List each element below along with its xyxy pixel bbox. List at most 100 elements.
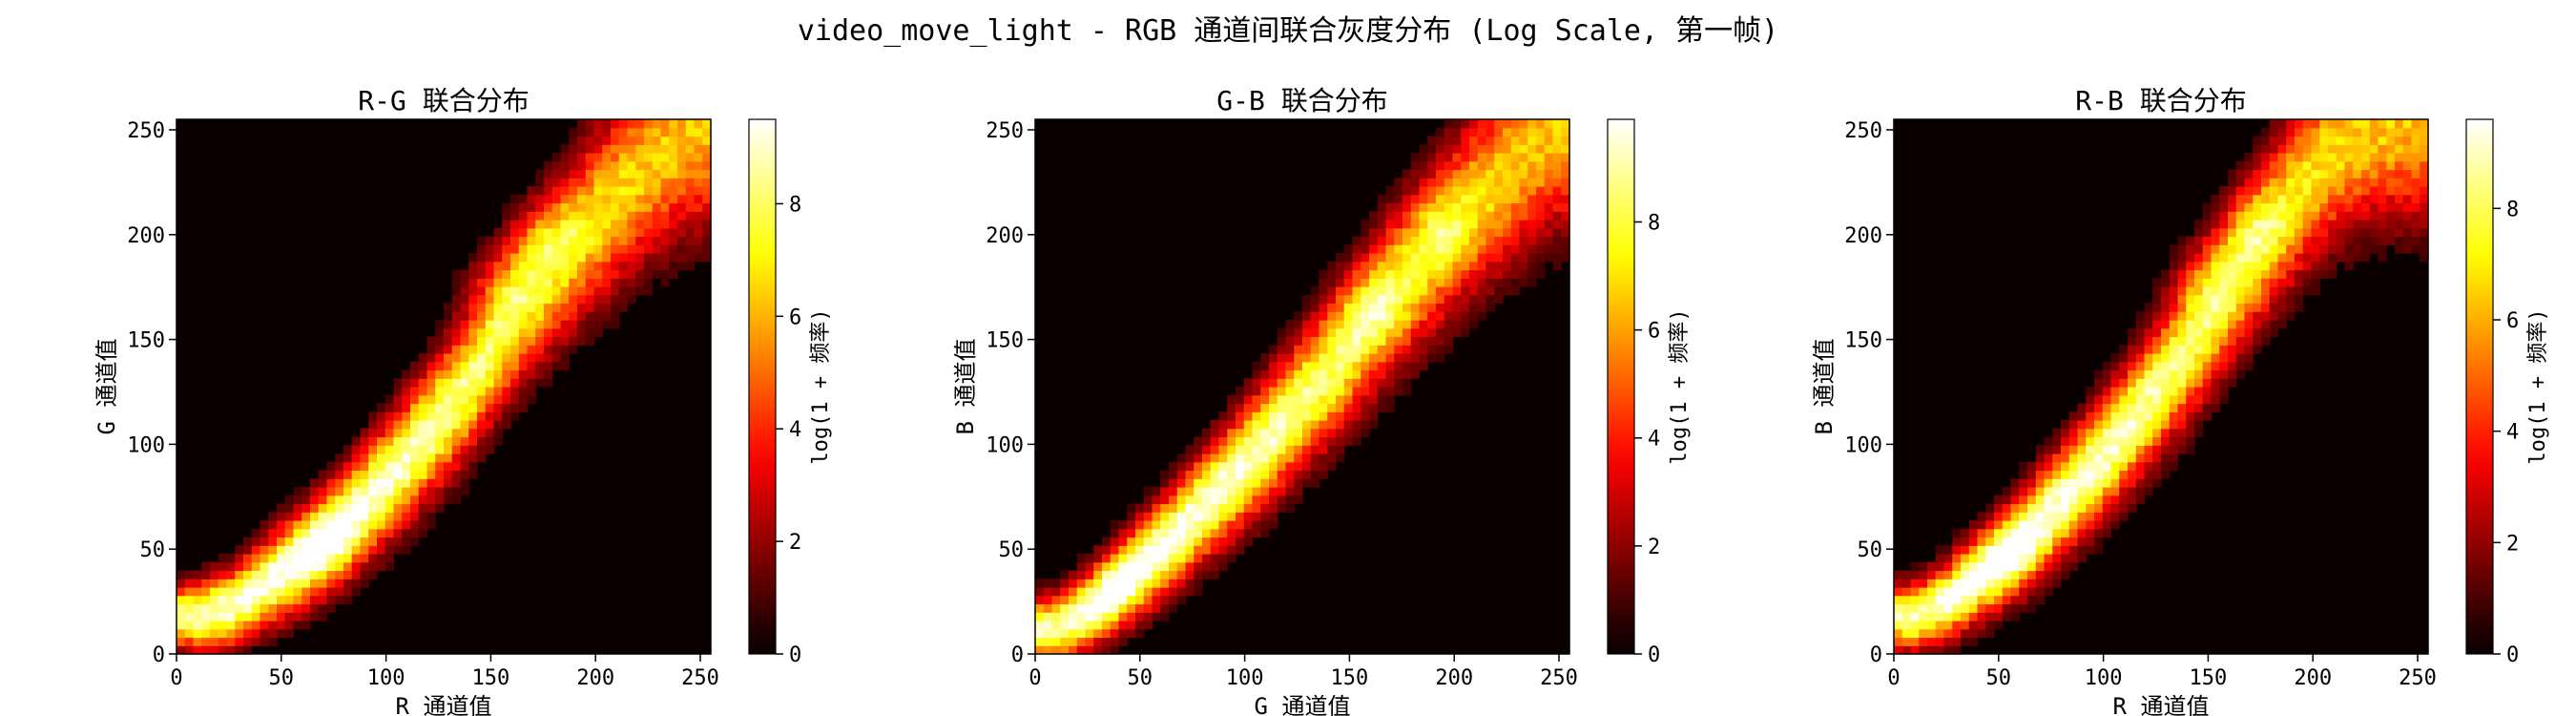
heatmap-cell xyxy=(1469,160,1479,171)
heatmap-cell xyxy=(201,587,211,597)
heatmap-cell xyxy=(611,160,620,171)
heatmap-cell xyxy=(1227,537,1236,546)
heatmap-cell xyxy=(1544,211,1554,221)
heatmap-cell xyxy=(1093,561,1103,572)
heatmap-cell xyxy=(384,537,395,546)
heatmap-cell xyxy=(201,595,211,605)
heatmap-cell xyxy=(2269,178,2279,187)
heatmap-cell xyxy=(2244,269,2254,279)
heatmap-cell xyxy=(2077,512,2087,521)
heatmap-cell xyxy=(1327,436,1337,446)
heatmap-cell xyxy=(585,253,595,263)
heatmap-cell xyxy=(2161,470,2171,479)
heatmap-cell xyxy=(1343,286,1354,296)
heatmap-cell xyxy=(1319,286,1328,296)
y-tick-label: 250 xyxy=(127,119,165,143)
heatmap-cell xyxy=(2286,311,2296,321)
heatmap-cell xyxy=(1935,628,1945,639)
heatmap-cell xyxy=(1302,327,1312,338)
heatmap-cell xyxy=(444,461,453,472)
heatmap-cell xyxy=(468,394,478,405)
heatmap-cell xyxy=(1485,278,1495,287)
heatmap-cell xyxy=(210,561,219,572)
heatmap-cell xyxy=(551,294,562,305)
heatmap-cell xyxy=(2295,136,2304,145)
heatmap-cell xyxy=(618,186,629,196)
heatmap-cell xyxy=(1051,587,1061,597)
heatmap-cell xyxy=(1135,628,1145,639)
heatmap-cell xyxy=(1536,220,1546,229)
heatmap-cell xyxy=(410,369,420,379)
heatmap-cell xyxy=(2061,554,2070,563)
heatmap-cell xyxy=(310,520,320,530)
heatmap-cell xyxy=(502,236,511,245)
heatmap-cell xyxy=(2386,220,2396,229)
heatmap-cell xyxy=(2128,378,2137,388)
heatmap-cell xyxy=(660,261,670,271)
heatmap-cell xyxy=(360,537,369,546)
heatmap-cell xyxy=(2211,278,2220,287)
heatmap-cell xyxy=(2161,327,2171,338)
heatmap-cell xyxy=(618,253,629,263)
heatmap-cell xyxy=(1185,478,1195,488)
heatmap-cell xyxy=(1285,487,1295,496)
heatmap-cell xyxy=(485,269,495,279)
heatmap-cell xyxy=(226,612,236,621)
heatmap-cell xyxy=(2019,570,2028,579)
heatmap-cell xyxy=(2202,311,2212,321)
heatmap-cell xyxy=(618,160,629,171)
heatmap-cell xyxy=(1076,579,1087,588)
heatmap-cell xyxy=(1935,561,1945,572)
heatmap-cell xyxy=(2068,453,2079,463)
heatmap-cell xyxy=(368,461,378,472)
heatmap-cell xyxy=(1310,420,1320,430)
heatmap-cell xyxy=(1269,387,1278,396)
heatmap-cell xyxy=(493,345,503,354)
heatmap-cell xyxy=(2052,487,2062,496)
heatmap-cell xyxy=(460,470,469,479)
heatmap-cell xyxy=(1377,278,1387,287)
heatmap-cell xyxy=(1369,244,1379,254)
heatmap-cell xyxy=(1427,294,1437,305)
heatmap-cell xyxy=(1985,554,1995,563)
heatmap-cell xyxy=(1427,244,1437,254)
heatmap-cell xyxy=(2177,387,2187,396)
heatmap-cell xyxy=(1202,520,1212,530)
heatmap-cell xyxy=(1085,603,1094,613)
heatmap-cell xyxy=(384,528,395,538)
heatmap-cell xyxy=(510,411,520,421)
heatmap-cell xyxy=(444,311,453,321)
heatmap-cell xyxy=(1135,528,1145,538)
heatmap-cell xyxy=(2152,294,2162,305)
heatmap-cell xyxy=(1135,603,1145,613)
heatmap-cell xyxy=(2110,361,2120,371)
heatmap-cell xyxy=(1135,612,1145,621)
heatmap-cell xyxy=(2211,345,2220,354)
heatmap-cell xyxy=(1952,545,1962,555)
heatmap-cell xyxy=(2202,353,2212,363)
heatmap-cell xyxy=(585,220,595,229)
heatmap-cell xyxy=(560,227,570,238)
heatmap-cell xyxy=(360,445,369,454)
heatmap-cell xyxy=(2328,211,2337,221)
heatmap-cell xyxy=(1252,512,1261,521)
heatmap-cell xyxy=(1243,487,1254,496)
heatmap-cell xyxy=(577,294,587,305)
heatmap-cell xyxy=(1919,570,1928,579)
heatmap-cell xyxy=(384,487,395,496)
heatmap-cell xyxy=(1069,587,1078,597)
heatmap-cell xyxy=(1552,144,1562,154)
heatmap-cell xyxy=(1310,294,1320,305)
heatmap-cell xyxy=(218,587,228,597)
heatmap-cell xyxy=(343,503,353,513)
heatmap-cell xyxy=(2261,144,2271,154)
heatmap-cell xyxy=(602,303,612,312)
heatmap-cell xyxy=(2169,453,2179,463)
heatmap-cell xyxy=(1519,153,1528,162)
heatmap-cell xyxy=(418,353,428,363)
heatmap-cell xyxy=(502,345,511,354)
heatmap-cell xyxy=(2169,420,2179,430)
heatmap-cell xyxy=(485,294,495,305)
heatmap-cell xyxy=(226,645,236,655)
heatmap-cells xyxy=(1894,119,2429,655)
